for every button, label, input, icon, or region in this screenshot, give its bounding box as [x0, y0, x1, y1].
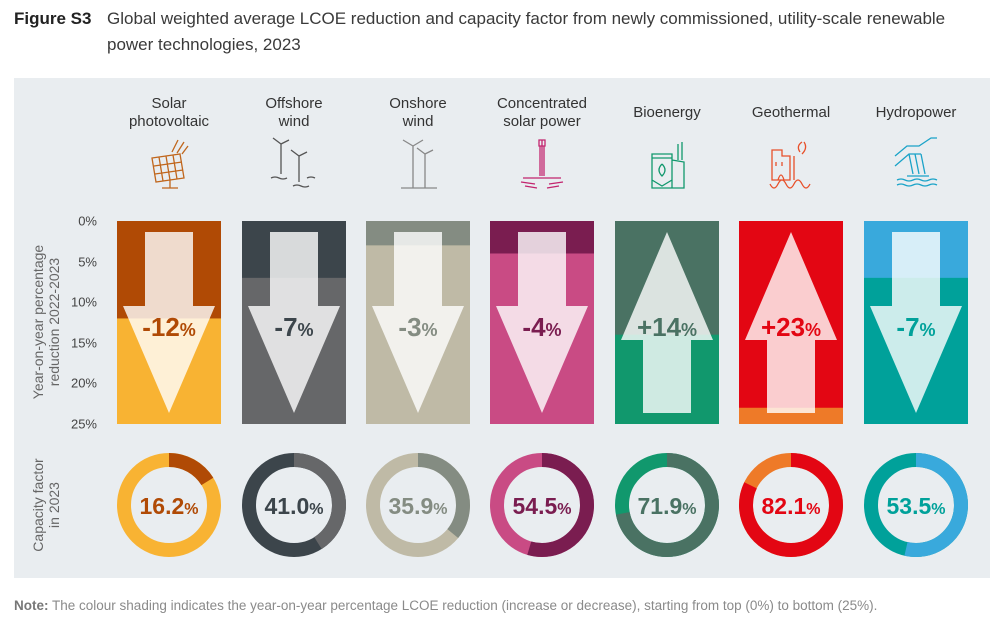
- down-arrow: [496, 232, 588, 413]
- lcoe-change-value: -7: [896, 312, 919, 342]
- technology-label: Bioenergy: [633, 104, 701, 121]
- capacity-factor-value: 16.2: [140, 493, 185, 519]
- capacity-factor-value: 35.9: [389, 493, 434, 519]
- y-tick-label: 25%: [70, 416, 97, 432]
- hydropower-dam-icon: [894, 137, 938, 187]
- percent-sign: %: [920, 320, 936, 340]
- down-arrow: [870, 232, 962, 413]
- note-text: The colour shading indicates the year-on…: [52, 598, 878, 613]
- capacity-factor-label: 41.0%: [265, 493, 324, 519]
- icon-stroke: [520, 139, 564, 189]
- csp-tower-icon: [520, 139, 564, 189]
- capacity-ring-arc: [242, 453, 346, 557]
- capacity-factor-label: 16.2%: [140, 493, 199, 519]
- y-tick-label: 10%: [70, 294, 97, 310]
- lcoe-change-label: -7%: [896, 312, 935, 342]
- capacity-factor-value: 71.9: [638, 493, 683, 519]
- figure-title: Figure S3 Global weighted average LCOE r…: [14, 6, 984, 58]
- solar-panel-icon: [151, 139, 189, 189]
- capacity-ring-arc: [615, 453, 719, 557]
- capacity-factor-value: 41.0: [265, 493, 310, 519]
- capacity-factor-label: 35.9%: [389, 493, 448, 519]
- lcoe-change-label: -3%: [398, 312, 437, 342]
- icon-stroke: [651, 142, 685, 189]
- percent-sign: %: [309, 501, 323, 518]
- lcoe-change-label: -12%: [142, 312, 196, 342]
- percent-sign: %: [546, 320, 562, 340]
- percent-sign: %: [931, 501, 945, 518]
- bioenergy-plant-icon: [651, 142, 685, 189]
- note-label: Note:: [14, 598, 49, 613]
- down-arrow: [123, 232, 215, 413]
- technology-label: Concentrated solar power: [496, 95, 588, 130]
- percent-sign: %: [557, 501, 571, 518]
- technology-label: Onshore wind: [389, 95, 447, 130]
- capacity-ring-arc: [117, 453, 221, 557]
- onshore-wind-turbine-icon: [401, 139, 437, 189]
- capacity-ring-arc: [864, 453, 968, 557]
- capacity-ring-arc: [739, 453, 843, 557]
- note: Note: The colour shading indicates the y…: [14, 597, 974, 615]
- percent-sign: %: [180, 320, 196, 340]
- lcoe-change-value: -7: [274, 312, 297, 342]
- capacity-ring-arc: [366, 453, 470, 557]
- lcoe-change-value: +23: [761, 312, 805, 342]
- up-arrow: [621, 232, 713, 413]
- percent-sign: %: [298, 320, 314, 340]
- chart-panel: -12% 16.2% -7% 41.0% -3% 35.9% -4% 54.5% +14% 71.…: [14, 78, 990, 578]
- figure-label: Figure S3: [14, 9, 92, 28]
- percent-sign: %: [184, 501, 198, 518]
- y-axis-title: Year-on-year percentage reduction 2022-2…: [30, 244, 62, 400]
- percent-sign: %: [806, 501, 820, 518]
- up-arrow: [745, 232, 837, 413]
- capacity-ring-arc: [490, 453, 594, 557]
- y-tick-label: 0%: [78, 213, 97, 229]
- capacity-factor-value: 54.5: [513, 493, 558, 519]
- down-arrow: [372, 232, 464, 413]
- lcoe-change-value: +14: [637, 312, 682, 342]
- capacity-factor-label: 53.5%: [887, 493, 946, 519]
- technology-label: Geothermal: [751, 104, 831, 121]
- icon-stroke: [769, 141, 811, 189]
- technology-label: Hydropower: [875, 104, 957, 121]
- geothermal-plant-icon: [769, 141, 811, 189]
- lcoe-change-label: -7%: [274, 312, 313, 342]
- lcoe-change-label: +23%: [761, 312, 821, 342]
- icon-stroke: [894, 137, 938, 187]
- capacity-factor-value: 53.5: [887, 493, 932, 519]
- percent-sign: %: [422, 320, 438, 340]
- lcoe-change-label: -4%: [522, 312, 561, 342]
- icon-stroke: [270, 137, 316, 188]
- technology-label: Offshore wind: [265, 95, 323, 130]
- capacity-factor-label: 54.5%: [513, 493, 572, 519]
- icon-stroke: [401, 139, 437, 189]
- down-arrow: [248, 232, 340, 413]
- icon-stroke: [151, 139, 189, 189]
- lcoe-change-value: -12: [142, 312, 180, 342]
- percent-sign: %: [682, 501, 696, 518]
- percent-sign: %: [805, 320, 821, 340]
- capacity-factor-title: Capacity factor in 2023: [30, 458, 62, 552]
- y-tick-label: 15%: [70, 335, 97, 351]
- lcoe-change-value: -4: [522, 312, 546, 342]
- technology-label: Solar photovoltaic: [128, 95, 210, 130]
- y-tick-label: 20%: [70, 375, 97, 391]
- capacity-factor-label: 71.9%: [638, 493, 697, 519]
- chart-svg: -12%16.2%-7%41.0%-3%35.9%-4%54.5%+14%71.…: [117, 137, 968, 557]
- capacity-factor-label: 82.1%: [762, 493, 821, 519]
- offshore-wind-turbine-icon: [270, 137, 316, 188]
- figure-title-text: Global weighted average LCOE reduction a…: [107, 9, 946, 54]
- percent-sign: %: [681, 320, 697, 340]
- percent-sign: %: [433, 501, 447, 518]
- capacity-factor-value: 82.1: [762, 493, 807, 519]
- y-tick-label: 5%: [78, 254, 97, 270]
- lcoe-change-value: -3: [398, 312, 421, 342]
- lcoe-change-label: +14%: [637, 312, 697, 342]
